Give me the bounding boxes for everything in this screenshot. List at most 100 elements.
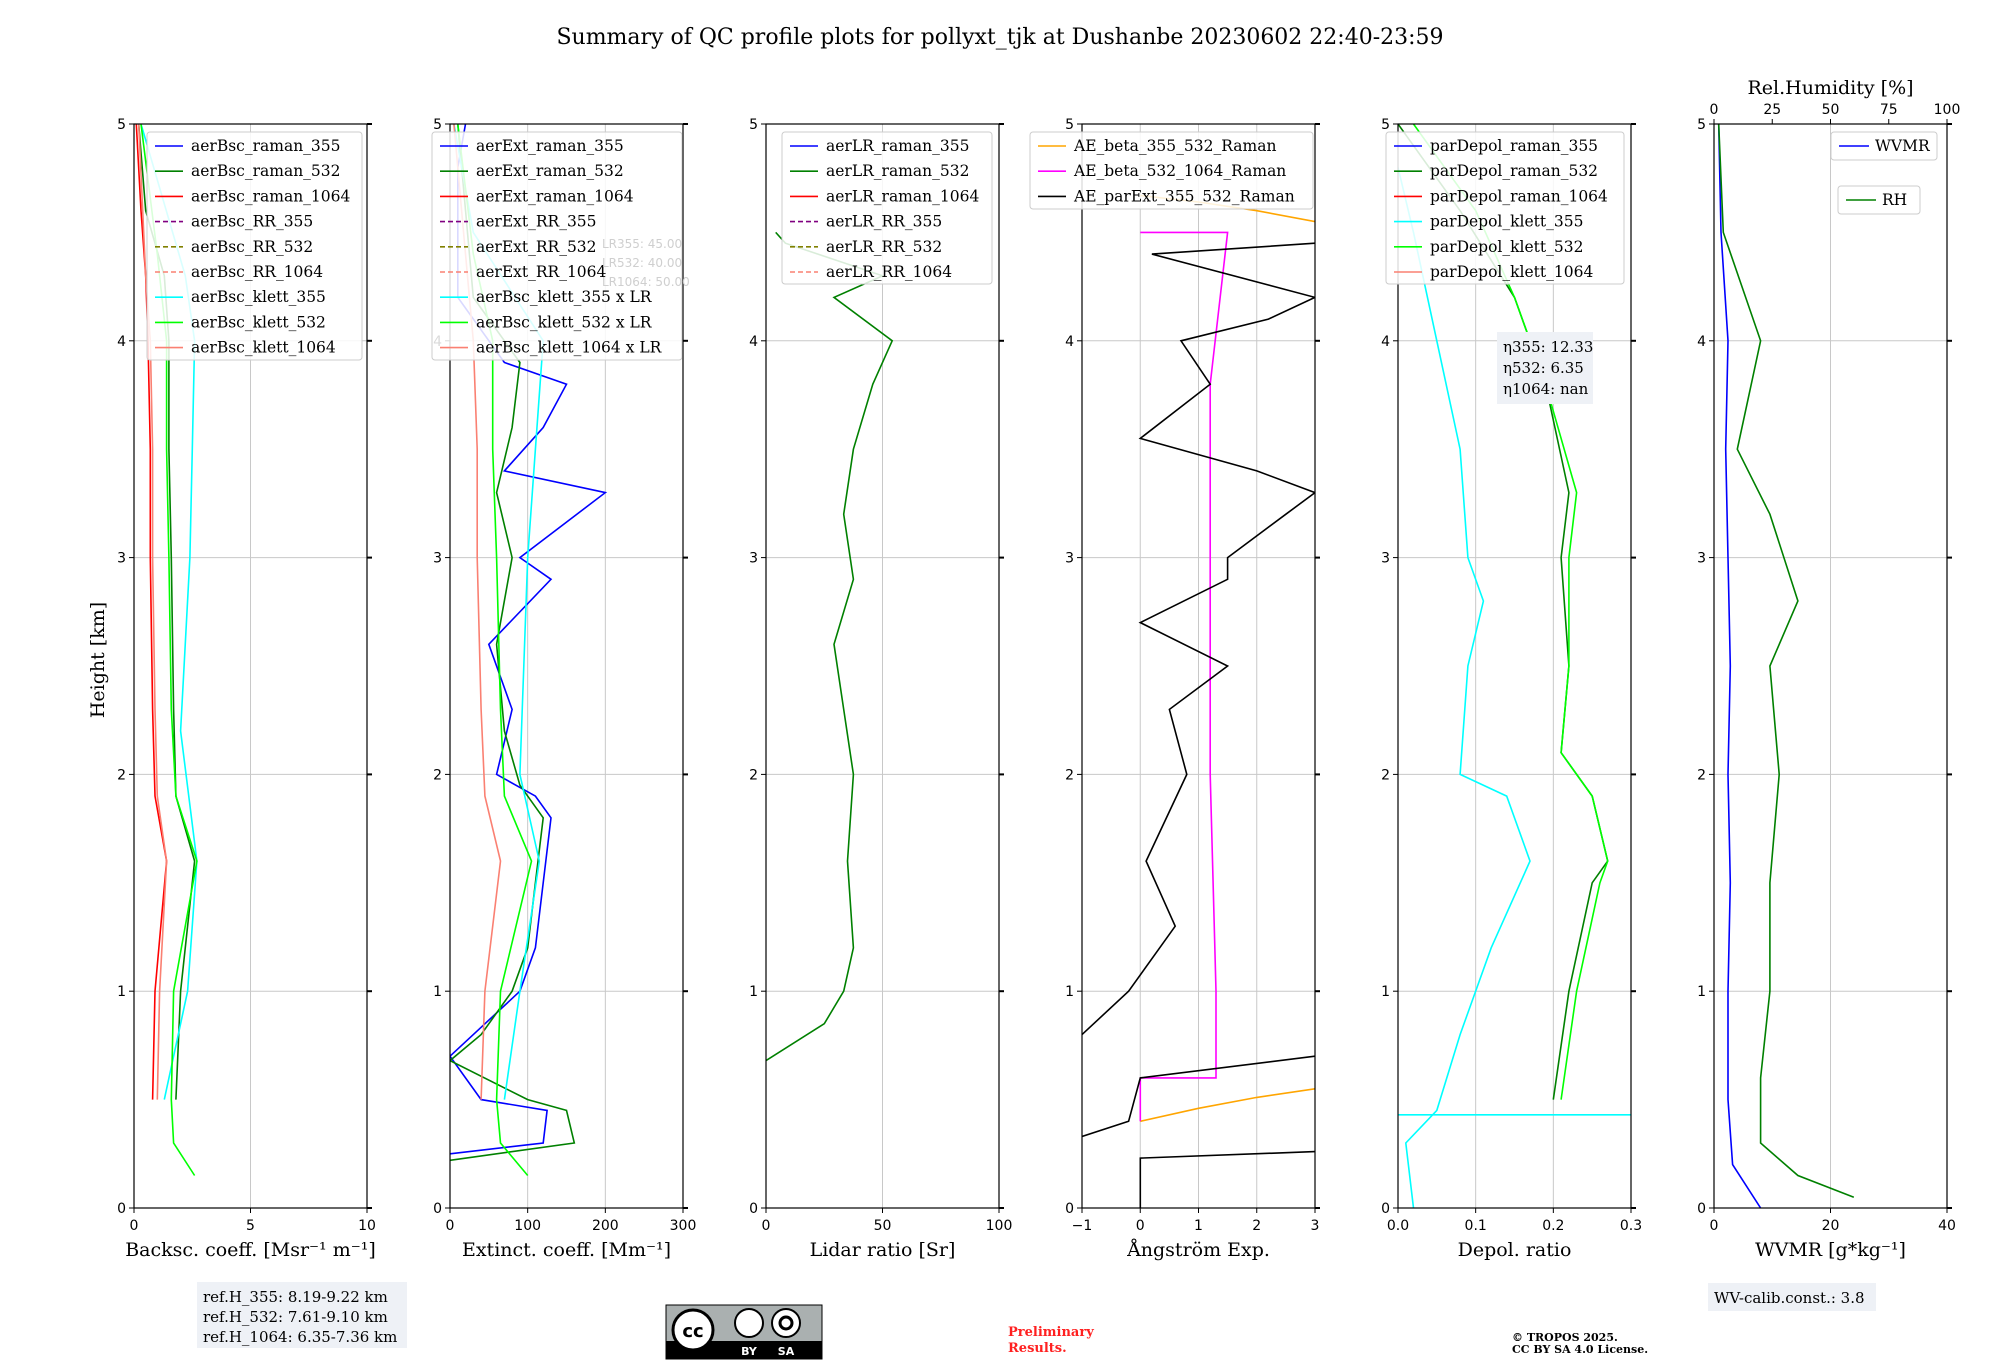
y-tick-label: 2 <box>117 767 126 783</box>
top-x-axis-label: Rel.Humidity [%] <box>1747 77 1913 99</box>
y-tick-label: 0 <box>117 1201 126 1217</box>
x-tick-label: 0.1 <box>1465 1218 1487 1234</box>
x-tick-label: −1 <box>1072 1218 1093 1234</box>
series-group <box>766 231 894 1062</box>
sa-share-icon <box>771 1308 801 1338</box>
x-axis-label: Depol. ratio <box>1458 1239 1572 1261</box>
legend-label: aerExt_raman_355 <box>476 137 624 155</box>
series-aerExt_raman_532 <box>450 124 576 1162</box>
legend-depol: parDepol_raman_355 parDepol_raman_532 parD… <box>1385 131 1625 285</box>
y-tick-label: 5 <box>1381 117 1390 133</box>
y-tick-label: 0 <box>1065 1201 1074 1217</box>
x-tick-label: 40 <box>1938 1218 1956 1234</box>
y-tick-label: 0 <box>1697 1201 1706 1217</box>
y-tick-label: 4 <box>117 334 126 350</box>
legend-box <box>431 131 683 361</box>
y-tick-label: 3 <box>117 551 126 567</box>
y-tick-label: 4 <box>1381 334 1390 350</box>
legend-lr: aerLR_raman_355 aerLR_raman_532 aerLR_rama… <box>781 131 993 285</box>
legend-label: aerExt_RR_355 <box>476 213 597 231</box>
y-tick-label: 0 <box>749 1201 758 1217</box>
x-tick-label: 0 <box>1710 1218 1719 1234</box>
y-tick-label: 5 <box>117 117 126 133</box>
series-AE_beta_355_532_Raman <box>1140 1088 1315 1123</box>
legend-wv: WVMR RH <box>1830 131 1938 215</box>
series-AE_parExt_355_532_Raman_low <box>1082 1055 1315 1138</box>
lr-annotation: LR1064: 50.00 <box>602 275 690 289</box>
series-RH <box>1717 124 1855 1198</box>
y-tick-label: 1 <box>433 984 442 1000</box>
ref-height-532: ref.H_532: 7.61-9.10 km <box>203 1308 388 1326</box>
series-AE_parExt_355_532_Raman_base <box>1139 1150 1315 1208</box>
series-group <box>1398 124 1631 1208</box>
x-tick-label: 200 <box>592 1218 619 1234</box>
legend-wvmr-box <box>1830 131 1938 161</box>
y-tick-label: 2 <box>1065 767 1074 783</box>
series-group <box>1717 124 1855 1208</box>
x-axis-label: WVMR [g*kg⁻¹] <box>1755 1239 1906 1261</box>
x-tick-label: 100 <box>514 1218 541 1234</box>
legend-label: aerBsc_klett_532 <box>191 313 326 331</box>
cc-icon <box>671 1308 715 1352</box>
y-tick-label: 3 <box>433 551 442 567</box>
eta-box <box>1497 332 1593 404</box>
legend-label: aerLR_RR_355 <box>826 213 942 231</box>
legend-label: aerBsc_klett_355 <box>191 288 326 306</box>
legend-label: aerBsc_raman_355 <box>191 137 341 155</box>
legend-box <box>781 131 993 285</box>
wv-calib-bg <box>1708 1283 1876 1311</box>
legend-ext: aerExt_raman_355 aerExt_raman_532 aerExt_r… <box>431 131 683 361</box>
y-tick-label: 5 <box>749 117 758 133</box>
top-x-tick-label: 0 <box>1710 102 1719 118</box>
axes-frame <box>449 123 684 1209</box>
series-WVMR <box>1717 124 1762 1208</box>
by-person-icon <box>734 1308 764 1338</box>
lr-annotation: LR532: 40.00 <box>602 256 682 270</box>
legend-label: aerBsc_klett_1064 <box>191 339 336 357</box>
y-tick-label: 1 <box>1697 984 1706 1000</box>
figure-title: Summary of QC profile plots for pollyxt_… <box>556 25 1443 50</box>
legend-bsc: aerBsc_raman_355 aerBsc_raman_532 aerBsc_r… <box>146 131 363 361</box>
x-tick-label: 0 <box>446 1218 455 1234</box>
legend-label: aerBsc_raman_532 <box>191 162 341 180</box>
legend-label: aerLR_RR_1064 <box>826 263 952 281</box>
y-tick-label: 5 <box>1065 117 1074 133</box>
legend-label: parDepol_klett_1064 <box>1430 263 1593 281</box>
series-AE_parExt_355_532_Raman <box>1082 242 1315 1036</box>
ref-height-355: ref.H_355: 8.19-9.22 km <box>203 1288 388 1306</box>
legend-label: parDepol_raman_355 <box>1430 137 1598 155</box>
y-tick-label: 4 <box>1065 334 1074 350</box>
y-tick-label: 3 <box>1065 551 1074 567</box>
ref-height-1064: ref.H_1064: 6.35-7.36 km <box>203 1328 397 1346</box>
legend-label: parDepol_klett_532 <box>1430 238 1583 256</box>
x-tick-label: 300 <box>670 1218 697 1234</box>
legend-rh-label: RH <box>1882 191 1907 209</box>
panel-ext: 0123450100200300Extinct. coeff. [Mm⁻¹]ae… <box>431 117 697 1261</box>
y-tick-label: 3 <box>1697 551 1706 567</box>
y-tick-label: 1 <box>749 984 758 1000</box>
y-tick-label: 1 <box>1065 984 1074 1000</box>
y-tick-label: 1 <box>1381 984 1390 1000</box>
y-tick-label: 4 <box>1697 334 1706 350</box>
axes-frame <box>1397 123 1632 1209</box>
series-AE_beta_532_1064_Raman <box>1139 231 1229 1122</box>
height-axis-label: Height [km] <box>87 602 109 718</box>
legend-label: aerBsc_RR_1064 <box>191 263 323 281</box>
cc-license-badge: cc BY SA <box>665 1304 823 1360</box>
legend-label: aerLR_raman_1064 <box>826 187 979 205</box>
x-tick-label: 0 <box>1136 1218 1145 1234</box>
legend-wvmr-label: WVMR <box>1875 137 1931 155</box>
ref-height-box: ref.H_355: 8.19-9.22 km ref.H_532: 7.61-… <box>197 1282 407 1348</box>
x-tick-label: 1 <box>1194 1218 1203 1234</box>
y-tick-label: 2 <box>749 767 758 783</box>
legend-label: parDepol_klett_355 <box>1430 213 1583 231</box>
ref-height-box-bg <box>197 1282 407 1348</box>
legend-label: aerBsc_klett_1064 x LR <box>476 339 663 357</box>
x-tick-label: 3 <box>1311 1218 1320 1234</box>
x-tick-label: 50 <box>874 1218 892 1234</box>
legend-label: AE_parExt_355_532_Raman <box>1073 187 1295 205</box>
x-tick-label: 5 <box>246 1218 255 1234</box>
